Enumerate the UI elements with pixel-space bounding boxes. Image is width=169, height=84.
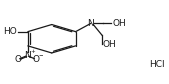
Text: +: + [31, 49, 35, 54]
Text: OH: OH [112, 19, 126, 28]
Text: HCl: HCl [149, 60, 165, 69]
Text: N: N [87, 19, 94, 28]
Text: O: O [15, 55, 22, 64]
Text: OH: OH [103, 40, 117, 49]
Text: O: O [32, 55, 39, 64]
Text: N: N [24, 51, 30, 60]
Text: −: − [39, 53, 43, 58]
Text: HO: HO [3, 27, 17, 36]
